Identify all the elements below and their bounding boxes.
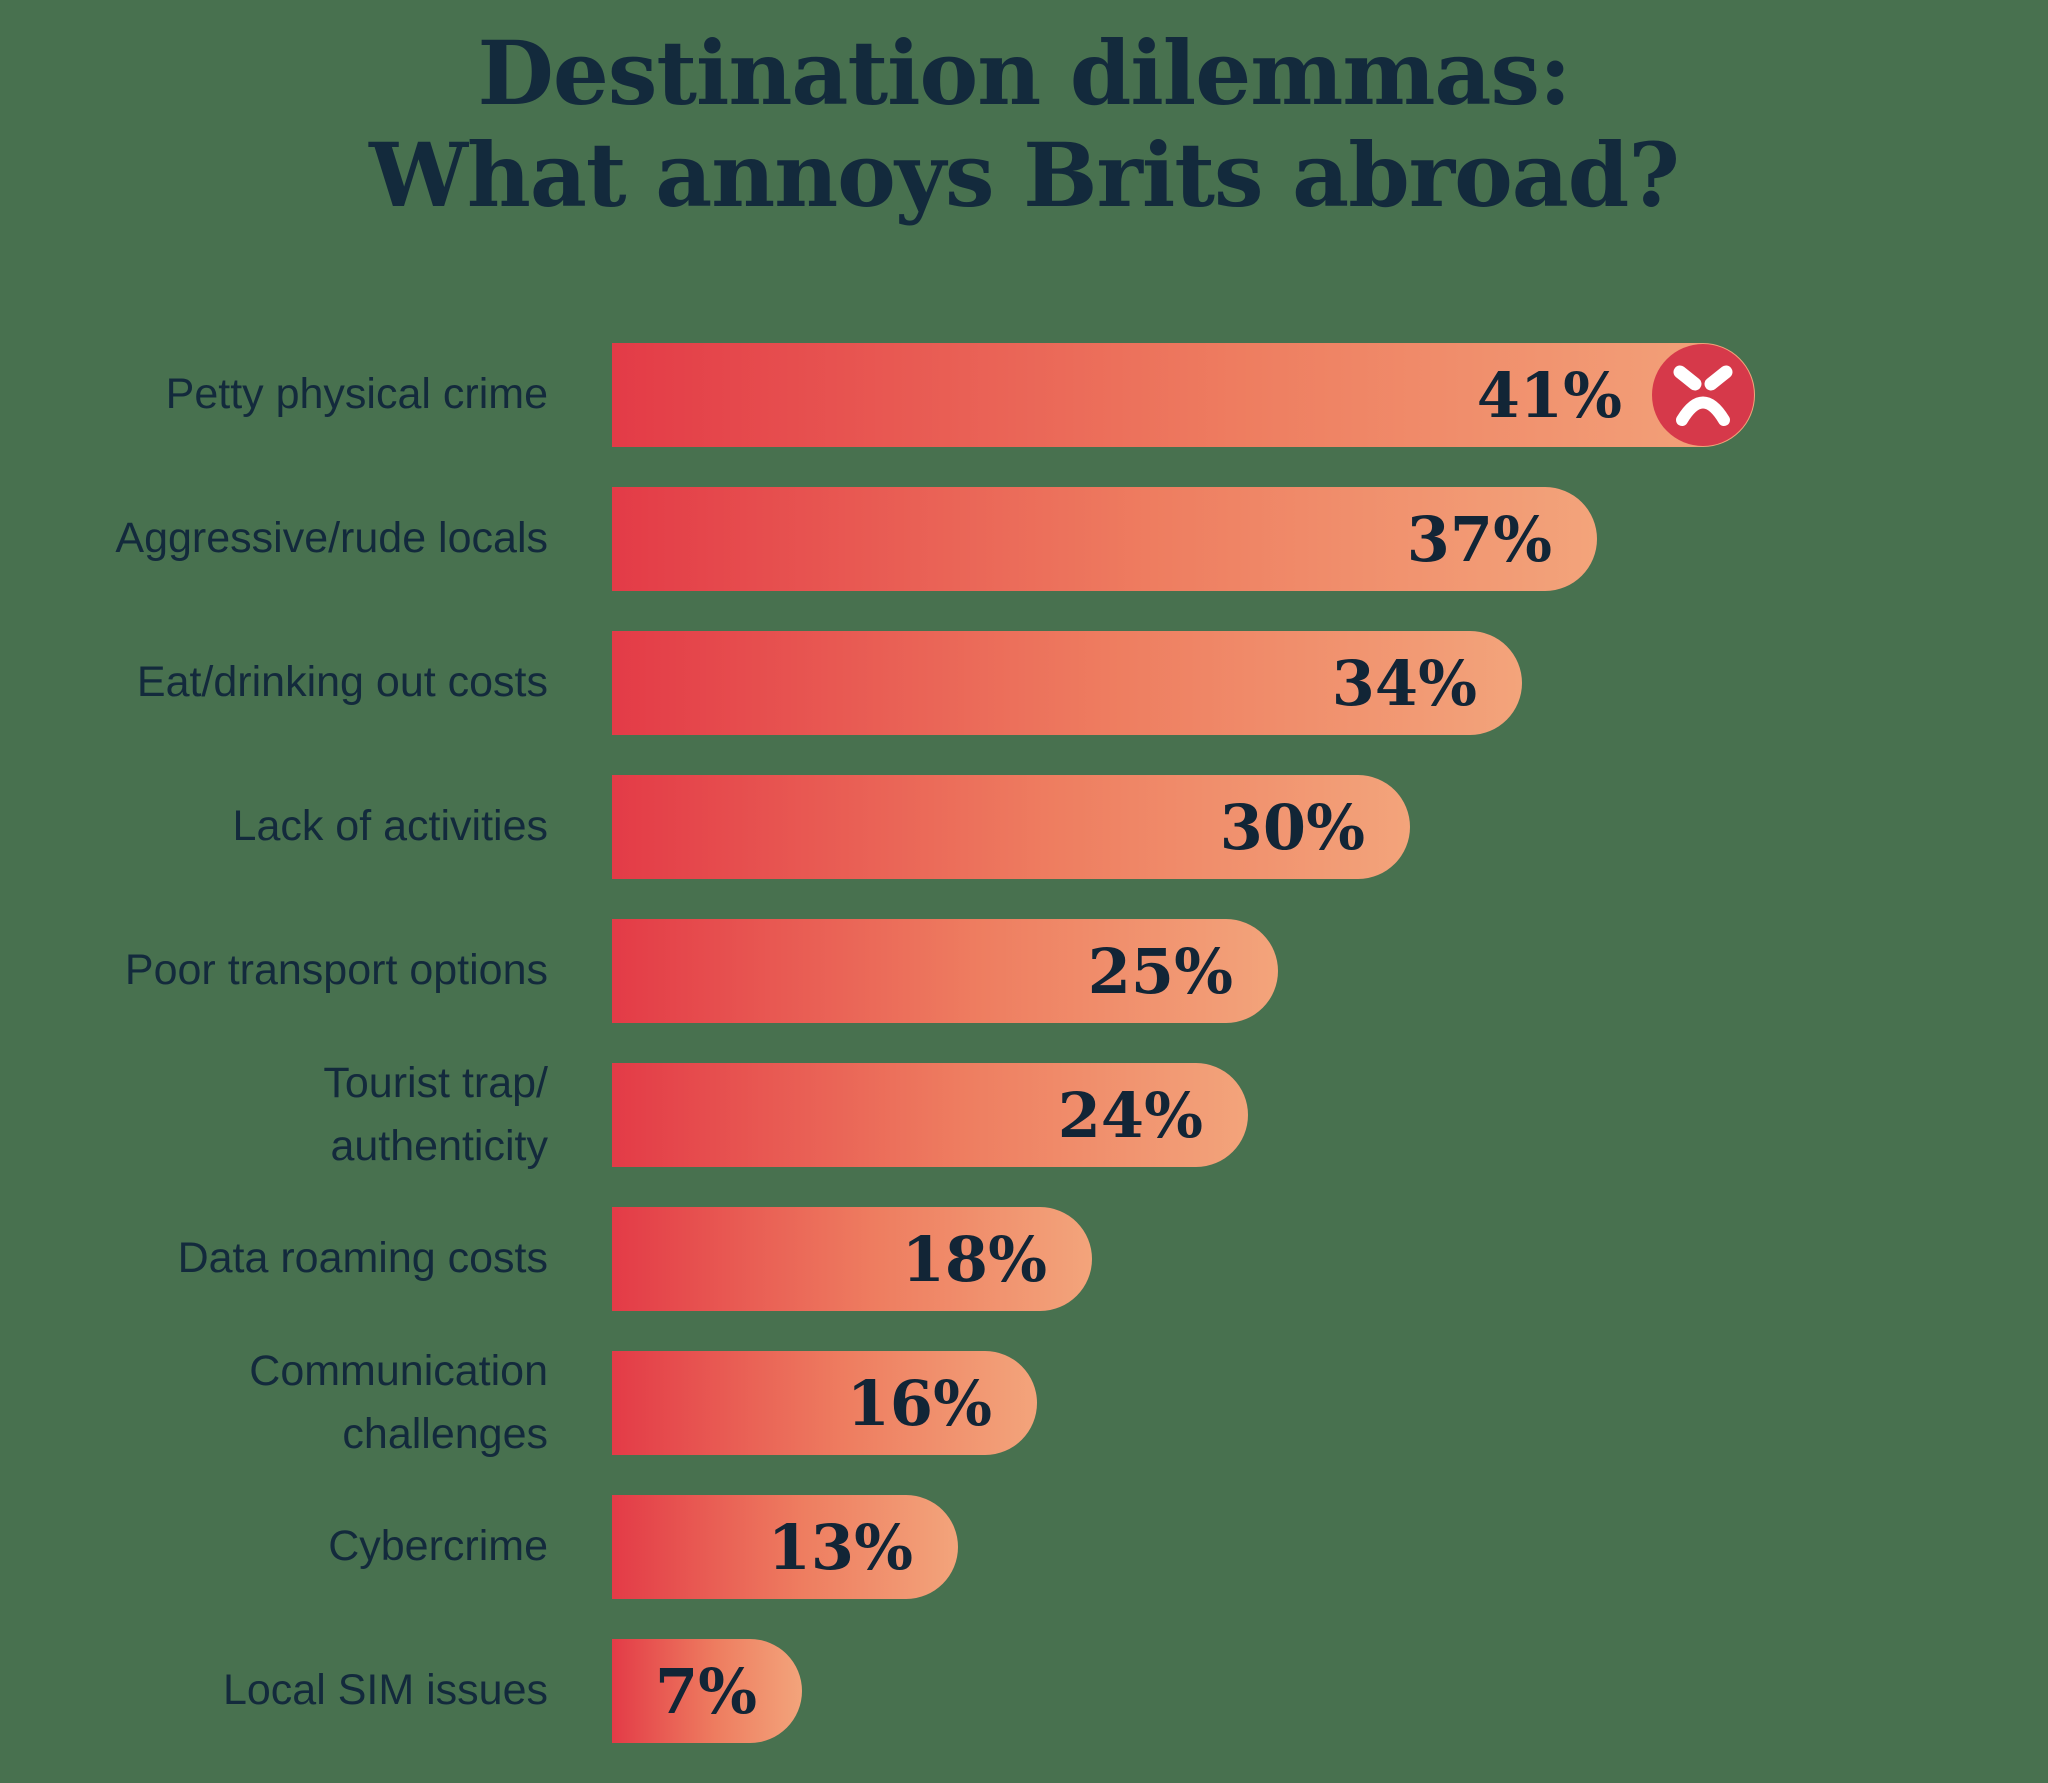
value-label: 13% — [767, 1510, 913, 1584]
value-label: 16% — [846, 1366, 992, 1440]
chart-row: Aggressive/rude locals 37% — [0, 487, 2048, 591]
category-label: Communication challenges — [249, 1346, 548, 1458]
category-label: Eat/drinking out costs — [136, 658, 548, 707]
bar: 30% — [612, 775, 1410, 879]
bar-chart: Petty physical crime 41% Aggressive/rude… — [0, 343, 2048, 1783]
value-label: 25% — [1087, 934, 1233, 1008]
category-label: Lack of activities — [232, 802, 548, 851]
bar: 37% — [612, 487, 1597, 591]
chart-row: Data roaming costs 18% — [0, 1207, 2048, 1311]
bar: 16% — [612, 1351, 1037, 1455]
value-label: 41% — [1476, 358, 1622, 432]
bar: 25% — [612, 919, 1278, 1023]
chart-title: Destination dilemmas: What annoys Brits … — [0, 22, 2048, 226]
chart-row: Petty physical crime 41% — [0, 343, 2048, 447]
chart-row: Tourist trap/ authenticity 24% — [0, 1059, 2048, 1170]
category-label: Poor transport options — [124, 946, 548, 995]
value-label: 24% — [1057, 1078, 1203, 1152]
value-label: 18% — [901, 1222, 1047, 1296]
value-label: 34% — [1331, 646, 1477, 720]
bar: 13% — [612, 1495, 958, 1599]
category-label: Local SIM issues — [222, 1666, 548, 1715]
chart-title-line2: What annoys Brits abroad? — [369, 123, 1680, 228]
bar: 24% — [612, 1063, 1248, 1167]
chart-row: Lack of activities 30% — [0, 775, 2048, 879]
chart-title-line1: Destination dilemmas: — [477, 21, 1572, 125]
bar: 7% — [612, 1639, 802, 1743]
category-label: Petty physical crime — [165, 370, 548, 419]
bar: 41% — [612, 343, 1755, 447]
chart-row: Local SIM issues 7% — [0, 1639, 2048, 1743]
bar: 18% — [612, 1207, 1092, 1311]
value-label: 37% — [1406, 502, 1552, 576]
value-label: 7% — [654, 1654, 757, 1728]
category-label: Cybercrime — [328, 1522, 548, 1571]
category-label: Aggressive/rude locals — [115, 514, 548, 563]
angry-face-icon — [1652, 344, 1754, 446]
category-label: Tourist trap/ authenticity — [323, 1058, 548, 1170]
chart-row: Cybercrime 13% — [0, 1495, 2048, 1599]
category-label: Data roaming costs — [177, 1234, 548, 1283]
chart-row: Poor transport options 25% — [0, 919, 2048, 1023]
bar: 34% — [612, 631, 1522, 735]
chart-row: Eat/drinking out costs 34% — [0, 631, 2048, 735]
value-label: 30% — [1219, 790, 1365, 864]
chart-row: Communication challenges 16% — [0, 1347, 2048, 1458]
